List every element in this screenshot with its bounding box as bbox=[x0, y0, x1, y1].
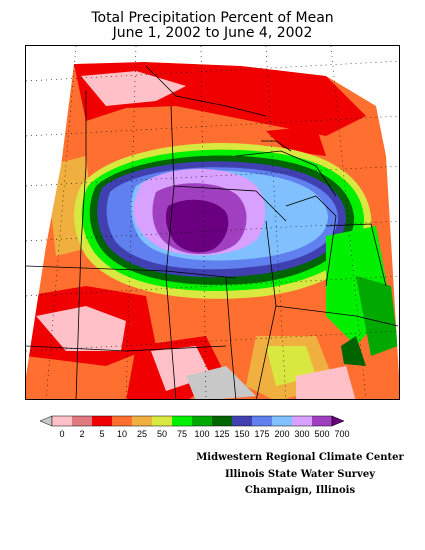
legend-label: 175 bbox=[254, 429, 269, 439]
legend-swatch bbox=[292, 416, 312, 426]
legend-swatch bbox=[152, 416, 172, 426]
legend-swatch bbox=[112, 416, 132, 426]
legend-swatch bbox=[92, 416, 112, 426]
state-boundaries bbox=[26, 65, 399, 399]
legend-swatch bbox=[312, 416, 332, 426]
map-title: Total Precipitation Percent of Mean bbox=[91, 10, 334, 26]
legend-arrow-high bbox=[331, 415, 345, 427]
legend-swatch bbox=[272, 416, 292, 426]
legend-labels: 0 2 5 10 25 50 75 100 125 150 175 200 300 500 700 bbox=[59, 429, 349, 439]
credit-organization: Midwestern Regional Climate Center bbox=[196, 452, 404, 463]
legend-swatch bbox=[192, 416, 212, 426]
legend-label: 25 bbox=[137, 429, 147, 439]
legend-label: 10 bbox=[117, 429, 127, 439]
legend-label: 100 bbox=[194, 429, 209, 439]
legend-label: 0 bbox=[59, 429, 64, 439]
credit-location: Champaign, Illinois bbox=[244, 485, 356, 496]
precipitation-map bbox=[25, 45, 400, 400]
legend-swatches bbox=[39, 415, 345, 427]
legend-label: 5 bbox=[99, 429, 104, 439]
credit-survey: Illinois State Water Survey bbox=[224, 469, 376, 480]
legend-border bbox=[51, 415, 333, 427]
legend-label: 2 bbox=[79, 429, 84, 439]
legend-label: 50 bbox=[157, 429, 167, 439]
precipitation-contours bbox=[26, 62, 399, 399]
legend-label: 700 bbox=[334, 429, 349, 439]
legend-label: 125 bbox=[214, 429, 229, 439]
legend-label: 300 bbox=[294, 429, 309, 439]
legend-label: 500 bbox=[314, 429, 329, 439]
map-date-range: June 1, 2002 to June 4, 2002 bbox=[112, 25, 313, 41]
legend-label: 200 bbox=[274, 429, 289, 439]
legend-label: 150 bbox=[234, 429, 249, 439]
color-legend: 0 2 5 10 25 50 75 100 125 150 175 200 300 500 700 bbox=[39, 415, 350, 439]
legend-label: 75 bbox=[177, 429, 187, 439]
legend-swatch bbox=[72, 416, 92, 426]
legend-arrow-low bbox=[39, 415, 53, 427]
legend-swatch bbox=[132, 416, 152, 426]
legend-swatch bbox=[212, 416, 232, 426]
legend-swatch bbox=[172, 416, 192, 426]
legend-swatch bbox=[52, 416, 72, 426]
legend-swatch bbox=[232, 416, 252, 426]
graticule bbox=[26, 46, 399, 399]
legend-swatch bbox=[252, 416, 272, 426]
